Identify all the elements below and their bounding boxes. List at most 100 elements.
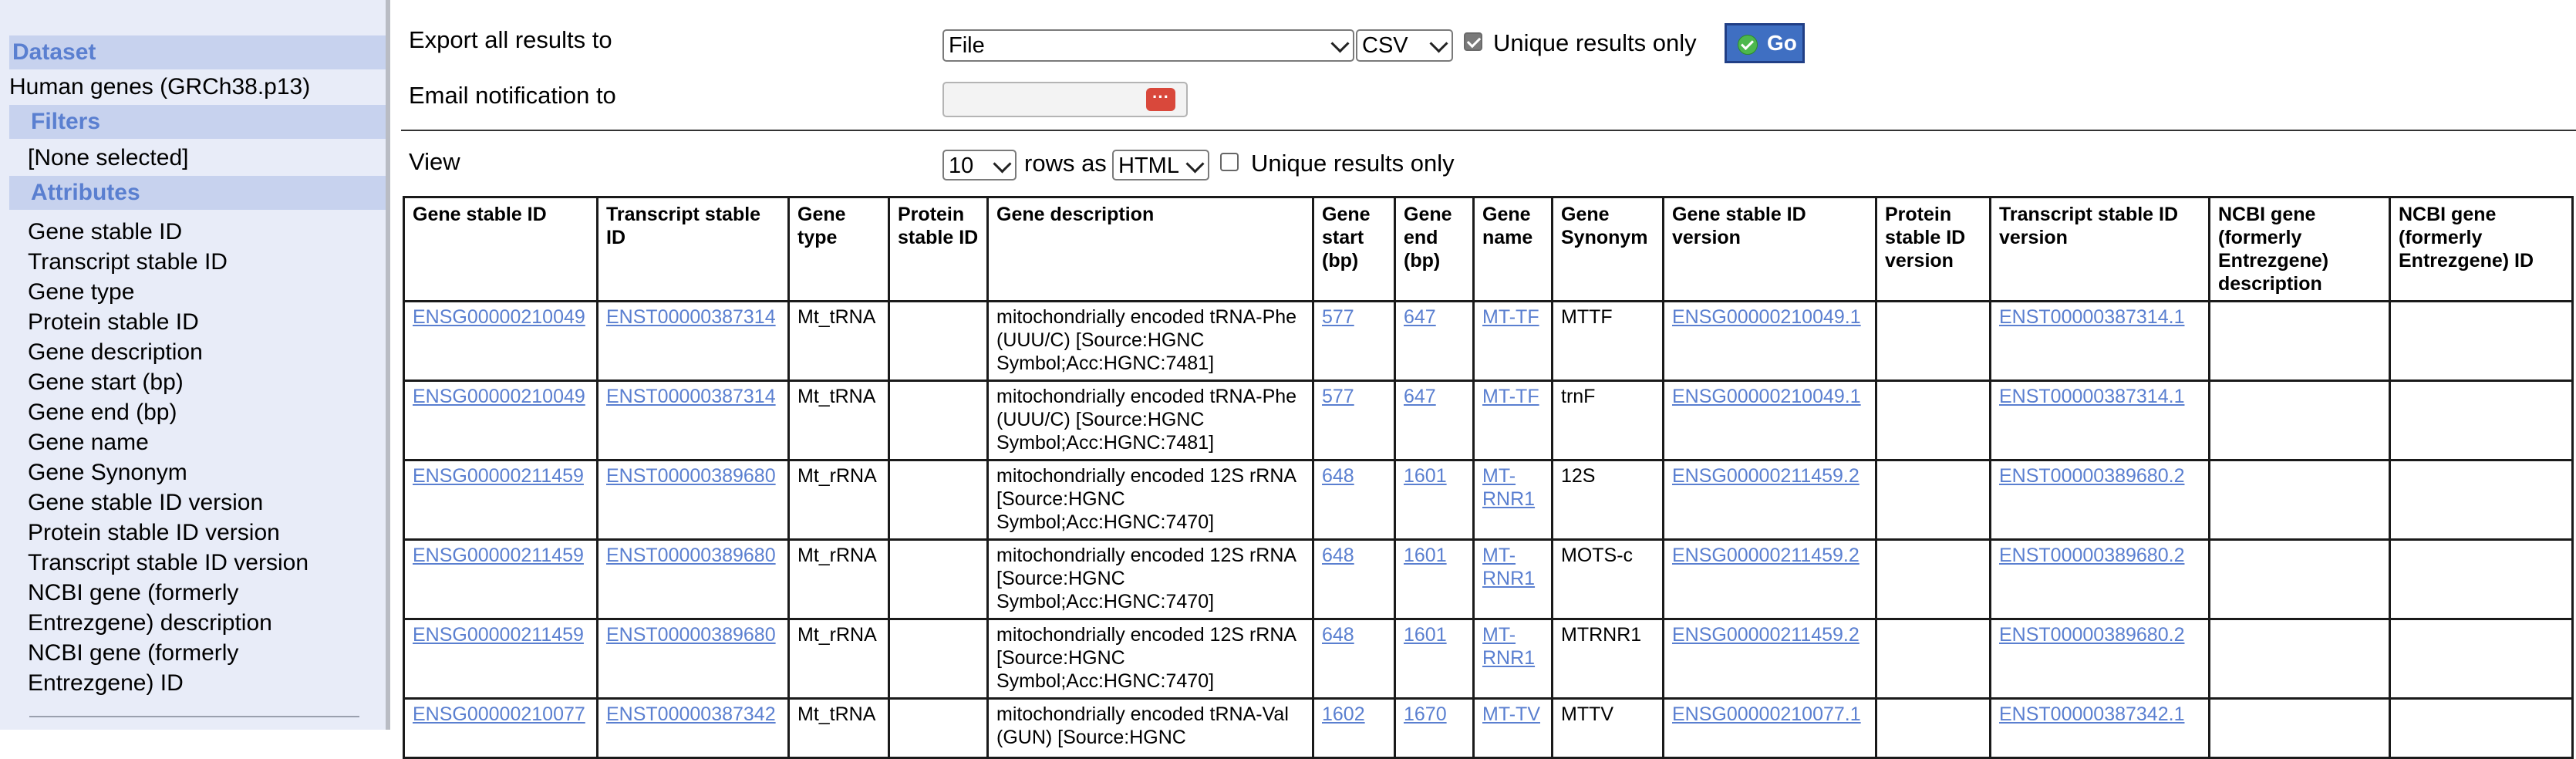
table-cell: ENSG00000211459 xyxy=(403,618,598,700)
rows-count-select[interactable]: 10 xyxy=(942,150,1017,180)
table-cell xyxy=(1875,618,1991,700)
cell-link[interactable]: 577 xyxy=(1322,306,1354,328)
cell-link[interactable]: MT-RNR1 xyxy=(1482,545,1536,589)
filters-value[interactable]: [None selected] xyxy=(28,145,189,170)
table-cell: ENSG00000211459.2 xyxy=(1662,618,1877,700)
attribute-item[interactable]: Entrezgene) ID xyxy=(28,670,184,696)
cell-link[interactable]: 1601 xyxy=(1404,624,1447,646)
email-input[interactable]: ··· xyxy=(942,82,1188,117)
attribute-item[interactable]: NCBI gene (formerly xyxy=(28,580,239,606)
cell-link[interactable]: ENST00000389680.2 xyxy=(1999,624,2185,646)
table-cell: ENST00000389680.2 xyxy=(1989,538,2210,620)
attribute-item[interactable]: Protein stable ID xyxy=(28,309,199,335)
table-row: ENSG00000210049 ENST00000387314 Mt_tRNA mit… xyxy=(403,300,2574,382)
table-cell: 648 xyxy=(1312,618,1396,700)
column-header: Transcript stable ID xyxy=(596,196,790,302)
attribute-item[interactable]: Gene stable ID xyxy=(28,219,183,245)
dataset-header[interactable]: Dataset xyxy=(9,35,386,69)
cell-link[interactable]: MT-TF xyxy=(1482,386,1539,407)
cell-link[interactable]: ENSG00000210077.1 xyxy=(1672,703,1861,725)
cell-link[interactable]: 648 xyxy=(1322,545,1354,566)
view-unique-checkbox[interactable] xyxy=(1220,153,1239,171)
attribute-item[interactable]: Transcript stable ID xyxy=(28,249,228,275)
cell-link[interactable]: ENST00000387314 xyxy=(606,306,776,328)
go-button[interactable]: Go xyxy=(1725,23,1805,63)
attribute-item[interactable]: Entrezgene) description xyxy=(28,610,272,636)
cell-link[interactable]: ENST00000387314.1 xyxy=(1999,386,2185,407)
cell-link[interactable]: 647 xyxy=(1404,306,1436,328)
cell-link[interactable]: ENST00000387314.1 xyxy=(1999,306,2185,328)
attribute-item[interactable]: Gene name xyxy=(28,430,149,455)
cell-link[interactable]: 1601 xyxy=(1404,545,1447,566)
export-unique-checkbox[interactable] xyxy=(1464,32,1482,51)
cell-link[interactable]: MT-TF xyxy=(1482,306,1539,328)
attribute-item[interactable]: Gene stable ID version xyxy=(28,490,264,515)
cell-link[interactable]: 1602 xyxy=(1322,703,1365,725)
chevron-down-icon xyxy=(1330,34,1350,53)
email-label: Email notification to xyxy=(409,82,616,109)
table-cell: Mt_rRNA xyxy=(787,618,890,700)
more-options-icon[interactable]: ··· xyxy=(1146,88,1175,111)
table-cell: 1602 xyxy=(1312,697,1396,759)
cell-link[interactable]: ENST00000389680 xyxy=(606,545,776,566)
column-header: Gene end (bp) xyxy=(1394,196,1475,302)
cell-link[interactable]: ENSG00000211459.2 xyxy=(1672,465,1860,487)
cell-link[interactable]: 647 xyxy=(1404,386,1436,407)
cell-link[interactable]: ENSG00000211459.2 xyxy=(1672,545,1860,566)
export-format-select[interactable]: CSV xyxy=(1356,29,1453,62)
cell-link[interactable]: 1670 xyxy=(1404,703,1447,725)
attribute-item[interactable]: Gene description xyxy=(28,339,203,365)
table-cell xyxy=(2389,459,2574,541)
cell-link[interactable]: 648 xyxy=(1322,465,1354,487)
cell-link[interactable]: ENSG00000210049.1 xyxy=(1672,306,1861,328)
table-cell xyxy=(2389,697,2574,759)
export-destination-select[interactable]: File xyxy=(942,29,1354,62)
cell-link[interactable]: ENSG00000210077 xyxy=(413,703,585,725)
attribute-item[interactable]: Gene type xyxy=(28,279,135,305)
table-cell xyxy=(2208,459,2391,541)
dataset-value[interactable]: Human genes (GRCh38.p13) xyxy=(9,74,311,100)
cell-link[interactable]: MT-RNR1 xyxy=(1482,624,1536,669)
cell-link[interactable]: ENSG00000211459 xyxy=(413,545,584,566)
attribute-item[interactable]: Gene Synonym xyxy=(28,460,187,485)
export-unique-label[interactable]: Unique results only xyxy=(1493,29,1697,56)
cell-link[interactable]: ENST00000387342.1 xyxy=(1999,703,2185,725)
cell-link[interactable]: MT-TV xyxy=(1482,703,1540,725)
table-cell: ENSG00000210049.1 xyxy=(1662,300,1877,382)
attribute-item[interactable]: Transcript stable ID version xyxy=(28,550,309,575)
go-button-label: Go xyxy=(1767,31,1797,55)
cell-link[interactable]: ENSG00000210049 xyxy=(413,386,585,407)
cell-link[interactable]: ENST00000389680.2 xyxy=(1999,545,2185,566)
attribute-item[interactable]: Protein stable ID version xyxy=(28,520,280,545)
table-cell: 577 xyxy=(1312,300,1396,382)
view-format-select[interactable]: HTML xyxy=(1112,150,1209,180)
attribute-item[interactable]: Gene end (bp) xyxy=(28,400,177,425)
cell-link[interactable]: ENST00000387314 xyxy=(606,386,776,407)
table-cell: 648 xyxy=(1312,538,1396,620)
cell-link[interactable]: ENST00000387342 xyxy=(606,703,776,725)
cell-link[interactable]: ENSG00000211459 xyxy=(413,465,584,487)
cell-link[interactable]: ENSG00000210049.1 xyxy=(1672,386,1861,407)
attributes-header[interactable]: Attributes xyxy=(9,176,386,210)
table-cell: 1601 xyxy=(1394,459,1475,541)
cell-link[interactable]: 577 xyxy=(1322,386,1354,407)
table-cell: mitochondrially encoded 12S rRNA [Source… xyxy=(986,538,1314,620)
chevron-down-icon xyxy=(993,154,1012,174)
cell-link[interactable]: ENST00000389680 xyxy=(606,624,776,646)
cell-link[interactable]: ENST00000389680.2 xyxy=(1999,465,2185,487)
filters-header[interactable]: Filters xyxy=(9,105,386,139)
cell-link[interactable]: ENSG00000211459.2 xyxy=(1672,624,1860,646)
attribute-item[interactable]: Gene start (bp) xyxy=(28,369,184,395)
view-unique-label[interactable]: Unique results only xyxy=(1251,150,1455,177)
panel-divider[interactable] xyxy=(386,0,390,730)
table-cell: ENST00000387314 xyxy=(596,300,790,382)
cell-link[interactable]: ENST00000389680 xyxy=(606,465,776,487)
cell-link[interactable]: ENSG00000211459 xyxy=(413,624,584,646)
cell-link[interactable]: MT-RNR1 xyxy=(1482,465,1536,510)
cell-link[interactable]: ENSG00000210049 xyxy=(413,306,585,328)
attribute-item[interactable]: NCBI gene (formerly xyxy=(28,640,239,666)
cell-link[interactable]: 648 xyxy=(1322,624,1354,646)
table-cell: ENSG00000211459 xyxy=(403,538,598,620)
column-header: Protein stable ID xyxy=(888,196,989,302)
cell-link[interactable]: 1601 xyxy=(1404,465,1447,487)
